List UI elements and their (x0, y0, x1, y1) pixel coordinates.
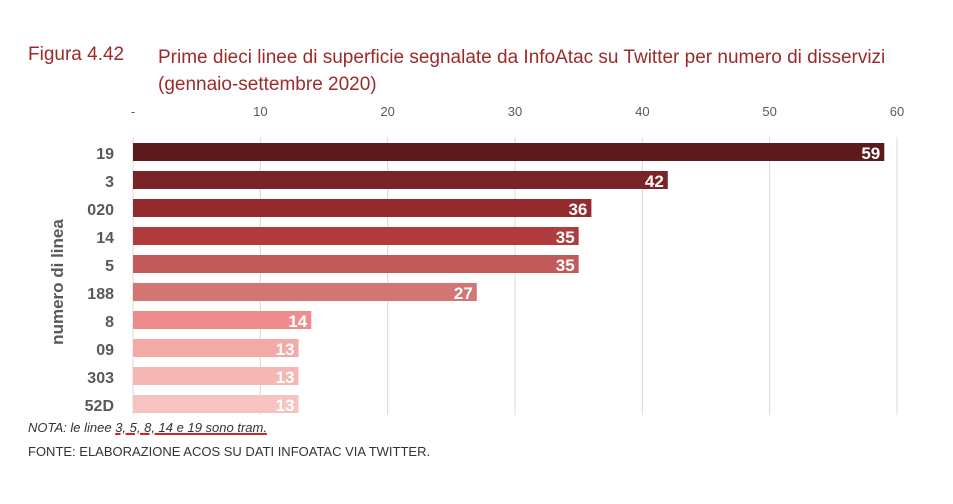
category-label: 19 (96, 146, 114, 163)
x-axis-ticks: - 10 20 30 40 50 60 (131, 104, 904, 119)
category-label: 3 (105, 174, 114, 191)
bar-value-label: 42 (645, 172, 664, 191)
x-tick-label: 60 (890, 104, 904, 119)
bar (133, 143, 885, 161)
bar-value-label: 14 (288, 312, 307, 331)
category-label: 52D (85, 398, 114, 415)
category-label: 020 (87, 202, 114, 219)
category-label: 09 (96, 342, 114, 359)
bar-chart: - 10 20 30 40 50 60 59 42 36 35 35 27 14 13 13 13 19 3 02… (48, 104, 904, 415)
bar (133, 255, 579, 273)
bar (133, 395, 299, 413)
bar-value-label: 27 (454, 284, 473, 303)
category-label: 5 (105, 258, 114, 275)
bars: 59 42 36 35 35 27 14 13 13 13 (133, 143, 885, 415)
x-tick-label: - (131, 104, 135, 119)
chart-source: FONTE: ELABORAZIONE ACOS SU DATI INFOATA… (28, 444, 431, 459)
bar-value-label: 59 (861, 144, 880, 163)
bar (133, 199, 592, 217)
bar (133, 339, 299, 357)
bar (133, 367, 299, 385)
bar (133, 311, 312, 329)
figure-number: Figura 4.42 (28, 44, 125, 65)
figure-title: Prime dieci linee di superficie segnalat… (158, 47, 886, 95)
bar-value-label: 13 (276, 396, 295, 415)
category-label: 188 (87, 286, 114, 303)
bar-value-label: 13 (276, 340, 295, 359)
chart-note: NOTA: le linee 3, 5, 8, 14 e 19 sono tra… (28, 420, 267, 435)
bar-value-label: 35 (556, 228, 575, 247)
x-tick-label: 30 (508, 104, 522, 119)
bar-value-label: 35 (556, 256, 575, 275)
y-axis-label: numero di linea (48, 219, 67, 345)
note-prefix: NOTA: le linee (28, 420, 116, 435)
x-tick-label: 10 (253, 104, 267, 119)
bar-value-label: 36 (568, 200, 587, 219)
note-underlined: 3, 5, 8, 14 e 19 sono tram. (115, 420, 267, 435)
x-tick-label: 20 (380, 104, 394, 119)
category-label: 14 (96, 230, 114, 247)
bar (133, 171, 668, 189)
bar (133, 283, 477, 301)
category-label: 303 (87, 370, 114, 387)
category-label: 8 (105, 314, 114, 331)
bar-value-label: 13 (276, 368, 295, 387)
bar (133, 227, 579, 245)
x-tick-label: 50 (762, 104, 776, 119)
x-tick-label: 40 (635, 104, 649, 119)
category-labels: 19 3 020 14 5 188 8 09 303 52D (85, 146, 114, 415)
